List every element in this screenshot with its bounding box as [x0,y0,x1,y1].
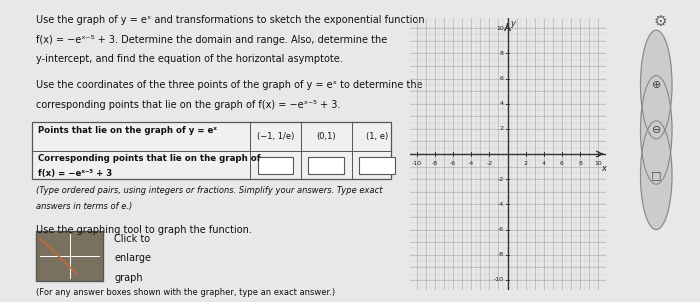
Text: f(x) = −eˣ⁻⁵ + 3: f(x) = −eˣ⁻⁵ + 3 [38,169,113,178]
Text: Use the graph of y = eˣ and transformations to sketch the exponential function: Use the graph of y = eˣ and transformati… [36,15,425,25]
Text: -4: -4 [498,202,504,207]
Text: ⚙: ⚙ [654,14,667,29]
Bar [36,231,103,281]
Text: (Type ordered pairs, using integers or fractions. Simplify your answers. Type ex: (Type ordered pairs, using integers or f… [36,185,383,194]
Text: y: y [511,19,516,28]
Text: -6: -6 [498,227,504,232]
Text: 4: 4 [542,161,546,166]
Text: x: x [601,164,607,173]
Text: corresponding points that lie on the graph of f(x) = −eˣ⁻⁵ + 3.: corresponding points that lie on the gra… [36,100,341,110]
Bar [258,156,293,174]
Text: 8: 8 [578,161,582,166]
Circle shape [640,76,672,184]
Text: Use the graphing tool to graph the function.: Use the graphing tool to graph the funct… [36,225,252,235]
Bar [359,156,395,174]
Text: ⊕: ⊕ [652,79,661,90]
Text: -10: -10 [412,161,422,166]
Text: Use the coordinates of the three points of the graph of y = eˣ to determine the: Use the coordinates of the three points … [36,80,423,90]
Text: 6: 6 [500,76,504,81]
Text: 4: 4 [500,101,504,106]
Bar [32,122,391,179]
Text: 8: 8 [500,51,504,56]
Text: -4: -4 [468,161,475,166]
Text: -6: -6 [450,161,456,166]
Text: -2: -2 [498,177,504,182]
Text: (For any answer boxes shown with the grapher, type an exact answer.): (For any answer boxes shown with the gra… [36,288,335,297]
Text: graph: graph [115,273,143,283]
Text: (−1, 1/e): (−1, 1/e) [257,132,294,141]
Text: -10: -10 [494,277,504,282]
Text: enlarge: enlarge [115,253,151,263]
Circle shape [640,30,672,139]
Text: answers in terms of e.): answers in terms of e.) [36,202,132,211]
Text: (0,1): (0,1) [316,132,336,141]
Text: -8: -8 [498,252,504,257]
Text: -2: -2 [486,161,493,166]
Text: 10: 10 [496,26,504,31]
Text: ⊖: ⊖ [652,125,661,135]
Text: f(x) = −eˣ⁻⁵ + 3. Determine the domain and range. Also, determine the: f(x) = −eˣ⁻⁵ + 3. Determine the domain a… [36,35,388,45]
Text: □: □ [651,170,661,180]
Text: Corresponding points that lie on the graph of: Corresponding points that lie on the gra… [38,154,260,163]
Text: Click to: Click to [115,234,150,244]
Circle shape [640,121,672,230]
Text: 10: 10 [594,161,602,166]
Text: 2: 2 [500,126,504,131]
Text: (1, e): (1, e) [366,132,389,141]
Bar [309,156,344,174]
Text: 6: 6 [560,161,564,166]
Text: Points that lie on the graph of y = eˣ: Points that lie on the graph of y = eˣ [38,126,217,135]
Text: y-intercept, and find the equation of the horizontal asymptote.: y-intercept, and find the equation of th… [36,54,343,64]
Text: 2: 2 [524,161,528,166]
Text: -8: -8 [432,161,438,166]
